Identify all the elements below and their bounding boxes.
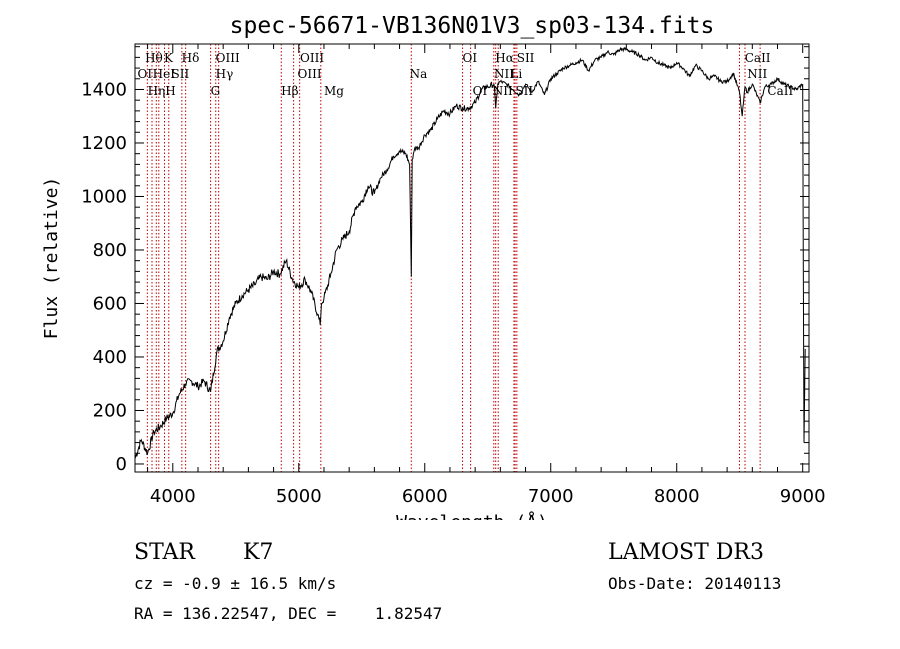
chart-title: spec-56671-VB136N01V3_sp03-134.fits xyxy=(230,13,715,39)
line-label: OI xyxy=(138,67,153,81)
line-label: Li xyxy=(510,67,522,81)
x-axis: 4000 5000 6000 7000 8000 9000 xyxy=(147,44,826,507)
line-label: Na xyxy=(410,67,428,81)
y-tick-label: 400 xyxy=(93,347,127,368)
line-label: OIII xyxy=(216,51,240,65)
object-class: STAR xyxy=(134,540,195,565)
x-tick-label: 7000 xyxy=(528,486,574,507)
line-label: Hγ xyxy=(216,67,234,81)
survey-name: LAMOST DR3 xyxy=(608,540,764,565)
x-tick-label: 6000 xyxy=(402,486,448,507)
x-tick-label: 8000 xyxy=(654,486,700,507)
x-tick-label: 9000 xyxy=(780,486,826,507)
line-label: OI xyxy=(463,51,478,65)
y-tick-label: 1400 xyxy=(81,79,127,100)
spectral-subclass: K7 xyxy=(243,540,274,565)
y-axis-label: Flux (relative) xyxy=(41,177,62,340)
line-label: Hα xyxy=(495,51,514,65)
y-tick-label: 1000 xyxy=(81,186,127,207)
y-tick-label: 200 xyxy=(93,400,127,421)
line-label: Hδ xyxy=(182,51,200,65)
line-label: SII xyxy=(515,84,533,98)
line-label: OIII xyxy=(298,67,322,81)
line-label: Hβ xyxy=(281,84,298,98)
spectrum-chart: spec-56671-VB136N01V3_sp03-134.fits Hθ K H… xyxy=(41,13,826,520)
line-label: Hθ xyxy=(145,51,163,65)
spectrum-line xyxy=(134,46,806,459)
y-axis: 0 200 400 600 800 1000 1200 1400 xyxy=(81,46,809,475)
line-label: SII xyxy=(517,51,535,65)
x-tick-label: 5000 xyxy=(276,486,322,507)
line-label: Mg xyxy=(324,84,344,98)
line-label: CaII xyxy=(767,84,793,98)
line-label: HeI xyxy=(153,67,176,81)
x-tick-label: 4000 xyxy=(150,486,196,507)
line-label: NII xyxy=(493,84,513,98)
line-label: OIII xyxy=(300,51,324,65)
y-tick-label: 800 xyxy=(93,240,127,261)
obs-date: Obs-Date: 20140113 xyxy=(608,574,782,593)
line-label: G xyxy=(211,84,221,98)
y-tick-label: 1200 xyxy=(81,133,127,154)
line-label: NII xyxy=(747,67,767,81)
redshift-text: cz = -0.9 ± 16.5 km/s xyxy=(134,574,337,593)
line-label: CaII xyxy=(745,51,771,65)
line-label: K xyxy=(164,51,174,65)
line-label: NII xyxy=(494,67,514,81)
line-label: HηH xyxy=(148,84,176,98)
x-axis-label: Wavelength (Å) xyxy=(396,511,548,520)
line-label: SII xyxy=(172,67,190,81)
line-markers xyxy=(146,44,761,472)
y-tick-label: 600 xyxy=(93,293,127,314)
plot-frame xyxy=(134,43,810,473)
coordinates: RA = 136.22547, DEC = 1.82547 xyxy=(134,604,443,623)
y-tick-label: 0 xyxy=(116,454,127,475)
